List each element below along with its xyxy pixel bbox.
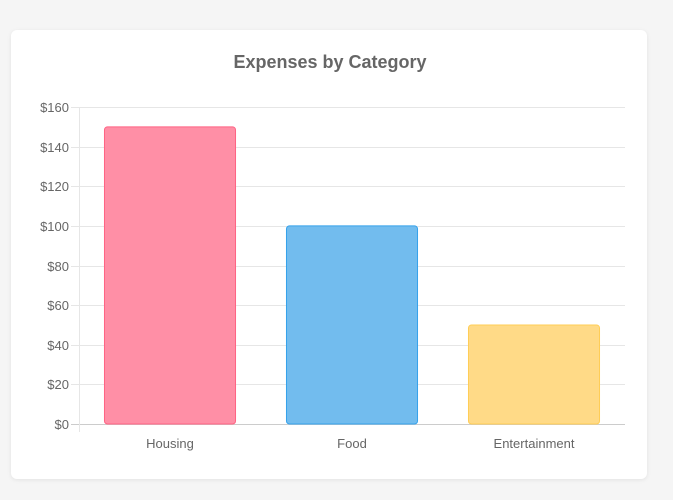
y-tick-label: $20 xyxy=(47,377,69,392)
y-tick-label: $100 xyxy=(40,219,69,234)
bars xyxy=(103,126,601,425)
y-tick-label: $40 xyxy=(47,338,69,353)
bar-food[interactable] xyxy=(285,225,419,425)
x-tick-label: Food xyxy=(337,436,367,451)
x-tick-label: Entertainment xyxy=(494,436,575,451)
y-tick-label: $120 xyxy=(40,179,69,194)
axes: $0 $20 $40 $60 $80 $100 $120 $140 $160 Housing Foo… xyxy=(40,100,575,451)
x-tick-label: Housing xyxy=(146,436,194,451)
y-tick-label: $140 xyxy=(40,140,69,155)
y-tick-label: $80 xyxy=(47,259,69,274)
chart-title: Expenses by Category xyxy=(233,52,426,72)
bar-entertainment[interactable] xyxy=(467,324,601,425)
y-tick-label: $160 xyxy=(40,100,69,115)
y-tick-label: $0 xyxy=(55,417,69,432)
y-tick-label: $60 xyxy=(47,298,69,313)
bar-housing[interactable] xyxy=(103,126,237,425)
